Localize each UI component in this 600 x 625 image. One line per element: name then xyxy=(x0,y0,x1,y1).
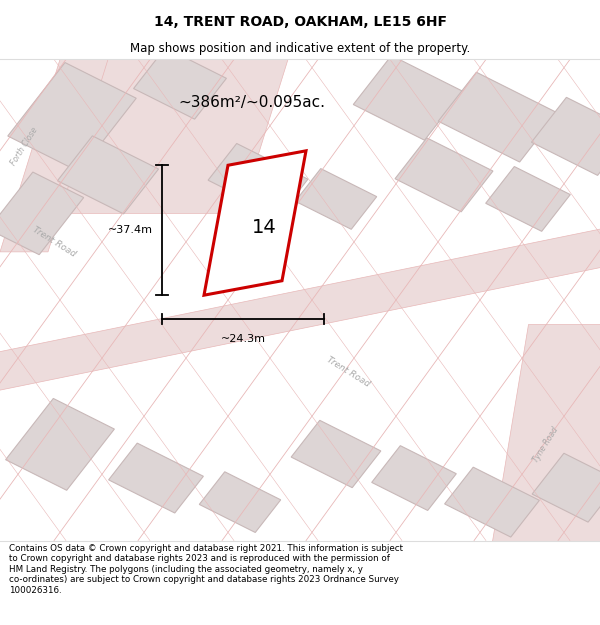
Polygon shape xyxy=(291,421,381,488)
Text: 14: 14 xyxy=(251,218,277,238)
Text: Map shows position and indicative extent of the property.: Map shows position and indicative extent… xyxy=(130,41,470,54)
Text: ~24.3m: ~24.3m xyxy=(221,334,265,344)
Polygon shape xyxy=(24,59,288,213)
Text: Tyne Road: Tyne Road xyxy=(532,425,560,464)
Polygon shape xyxy=(395,138,493,212)
Text: ~386m²/~0.095ac.: ~386m²/~0.095ac. xyxy=(179,95,325,110)
Polygon shape xyxy=(8,62,136,172)
Text: Contains OS data © Crown copyright and database right 2021. This information is : Contains OS data © Crown copyright and d… xyxy=(9,544,403,594)
Polygon shape xyxy=(5,399,115,490)
Polygon shape xyxy=(532,98,600,176)
Polygon shape xyxy=(204,151,306,295)
Polygon shape xyxy=(492,324,600,541)
Polygon shape xyxy=(372,446,456,511)
Polygon shape xyxy=(0,172,83,255)
Polygon shape xyxy=(445,467,539,537)
Polygon shape xyxy=(109,443,203,513)
Polygon shape xyxy=(0,59,108,252)
Text: ~37.4m: ~37.4m xyxy=(108,225,153,235)
Polygon shape xyxy=(208,144,308,216)
Polygon shape xyxy=(199,472,281,532)
Text: Forth Close: Forth Close xyxy=(9,125,39,167)
Text: Trent Road: Trent Road xyxy=(31,226,77,259)
Text: 14, TRENT ROAD, OAKHAM, LE15 6HF: 14, TRENT ROAD, OAKHAM, LE15 6HF xyxy=(154,15,446,29)
Polygon shape xyxy=(353,56,463,140)
Polygon shape xyxy=(0,223,600,396)
Polygon shape xyxy=(438,72,558,162)
Polygon shape xyxy=(532,453,600,522)
Text: Trent Road: Trent Road xyxy=(325,356,371,389)
Polygon shape xyxy=(486,166,570,231)
Polygon shape xyxy=(295,169,377,229)
Polygon shape xyxy=(134,48,226,119)
Polygon shape xyxy=(58,136,158,214)
